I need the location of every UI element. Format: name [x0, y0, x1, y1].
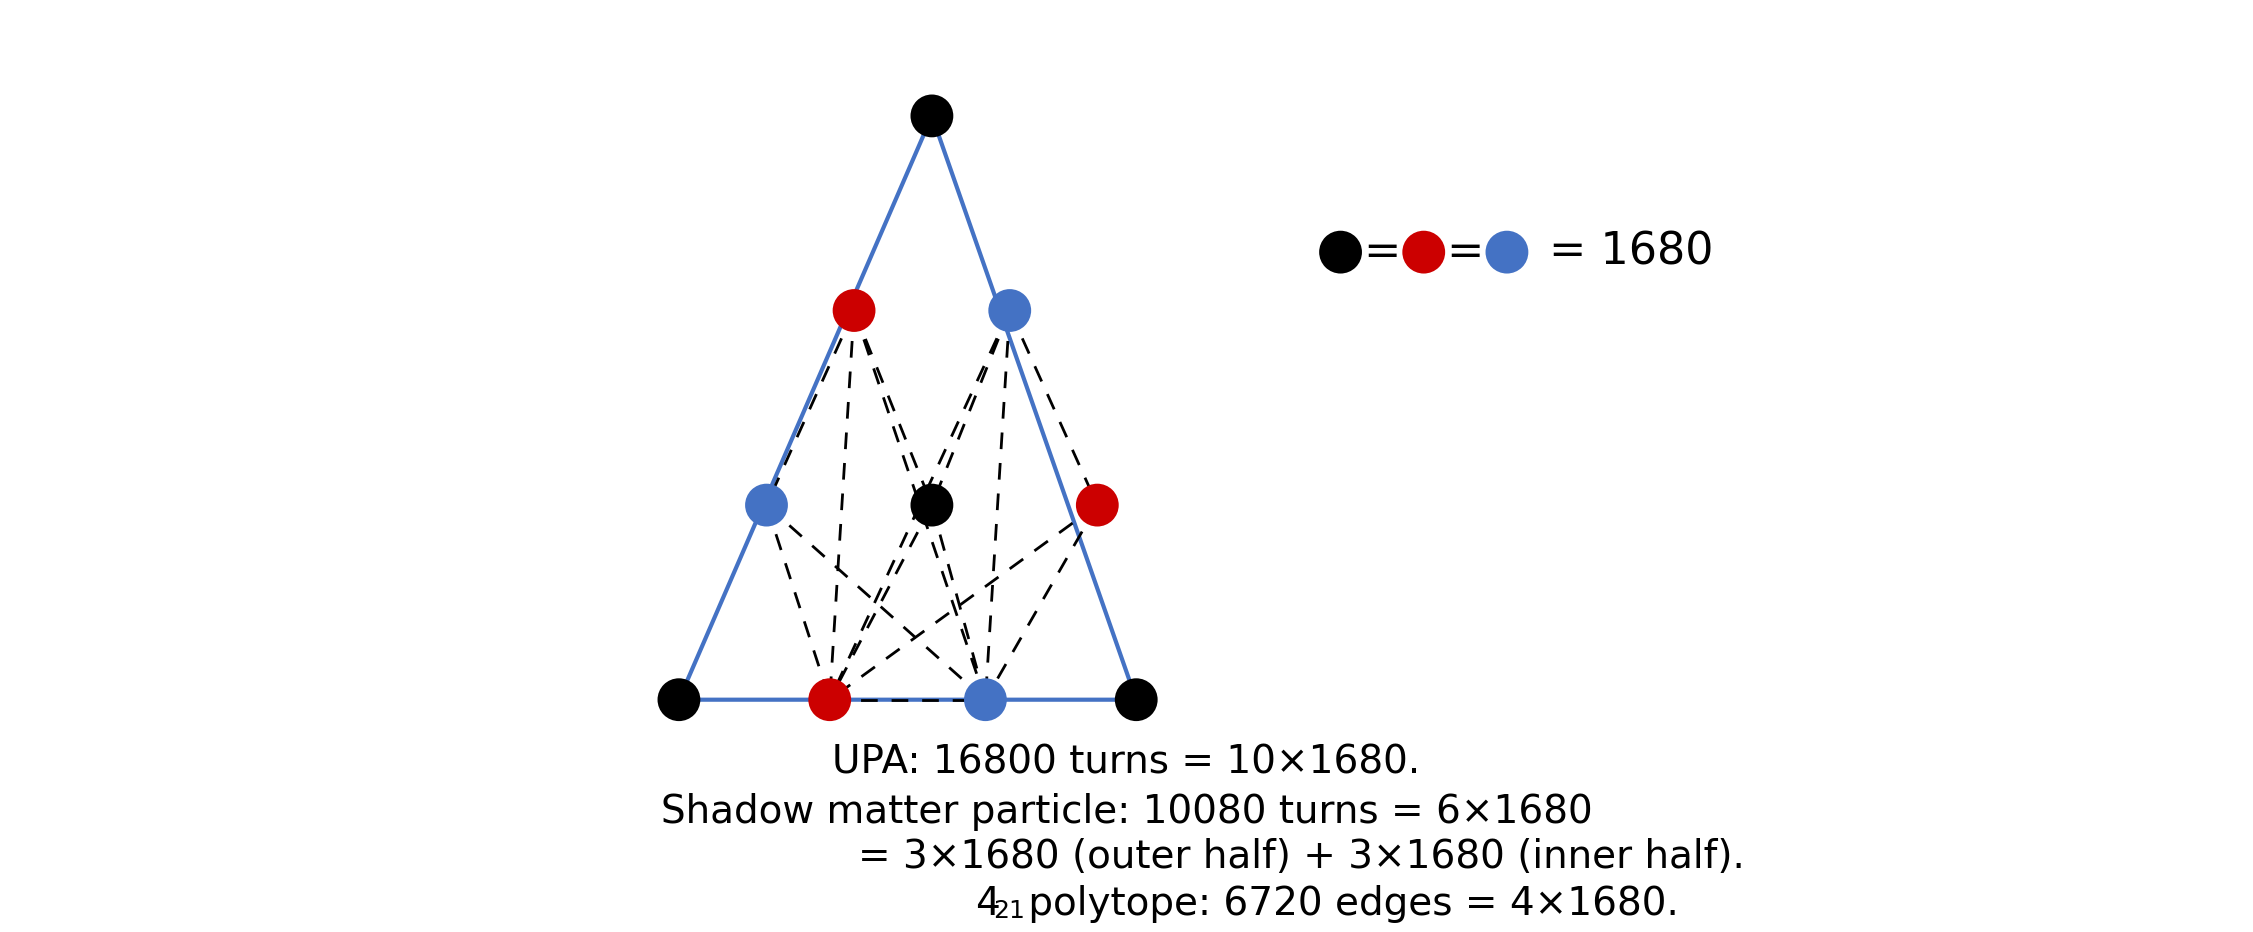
Circle shape — [658, 678, 701, 721]
Circle shape — [746, 484, 789, 527]
Circle shape — [1485, 231, 1528, 273]
Circle shape — [1401, 231, 1444, 273]
Circle shape — [834, 289, 876, 332]
Circle shape — [1320, 231, 1363, 273]
Circle shape — [809, 678, 852, 721]
Circle shape — [1115, 678, 1158, 721]
Text: 4: 4 — [976, 885, 1000, 923]
Text: UPA: 16800 turns = 10×1680.: UPA: 16800 turns = 10×1680. — [831, 744, 1422, 782]
Circle shape — [989, 289, 1032, 332]
Text: = 1680: = 1680 — [1548, 230, 1712, 274]
Text: = 3×1680 (outer half) + 3×1680 (inner half).: = 3×1680 (outer half) + 3×1680 (inner ha… — [858, 838, 1746, 876]
Text: polytope: 6720 edges = 4×1680.: polytope: 6720 edges = 4×1680. — [1016, 885, 1678, 923]
Text: 21: 21 — [994, 898, 1025, 923]
Text: Shadow matter particle: 10080 turns = 6×1680: Shadow matter particle: 10080 turns = 6×… — [660, 792, 1593, 830]
Circle shape — [1077, 484, 1120, 527]
Text: =: = — [1446, 230, 1485, 274]
Circle shape — [910, 94, 953, 137]
Text: =: = — [1363, 230, 1401, 274]
Circle shape — [964, 678, 1007, 721]
Circle shape — [910, 484, 953, 527]
